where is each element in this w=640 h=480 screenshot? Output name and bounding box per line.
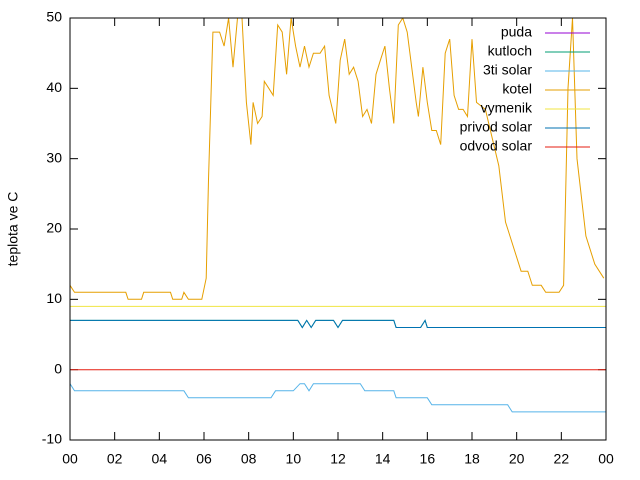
x-tick-label: 18 (464, 451, 480, 467)
x-tick-label: 10 (286, 451, 302, 467)
series-line (70, 319, 606, 329)
series-line (70, 18, 605, 300)
y-tick-label: 10 (46, 290, 62, 306)
x-tick-label: 08 (241, 451, 257, 467)
legend-label: kutloch (488, 43, 532, 59)
y-tick-label: 40 (46, 79, 62, 95)
x-tick-label: 00 (598, 451, 614, 467)
x-tick-label: 06 (196, 451, 212, 467)
x-tick-label: 16 (420, 451, 436, 467)
x-tick-label: 12 (330, 451, 346, 467)
y-axis-label: teplota ve C (5, 192, 21, 267)
y-tick-label: 30 (46, 149, 62, 165)
series-line (70, 319, 606, 329)
legend-label: 3ti solar (483, 62, 532, 78)
y-tick-label: 0 (54, 360, 62, 376)
x-tick-label: 00 (62, 451, 78, 467)
series-line (70, 383, 606, 413)
x-tick-label: 22 (554, 451, 570, 467)
legend-label: odvod solar (460, 138, 533, 154)
x-tick-label: 04 (152, 451, 168, 467)
plot-border (69, 17, 607, 441)
y-tick-label: 20 (46, 220, 62, 236)
y-tick-label: -10 (42, 431, 62, 447)
x-tick-label: 20 (509, 451, 525, 467)
legend-label: vymenik (481, 100, 533, 116)
x-tick-label: 14 (375, 451, 391, 467)
y-tick-label: 50 (46, 9, 62, 25)
legend-label: privod solar (460, 119, 533, 135)
legend-label: puda (501, 24, 532, 40)
x-tick-label: 02 (107, 451, 123, 467)
legend-label: kotel (502, 81, 532, 97)
